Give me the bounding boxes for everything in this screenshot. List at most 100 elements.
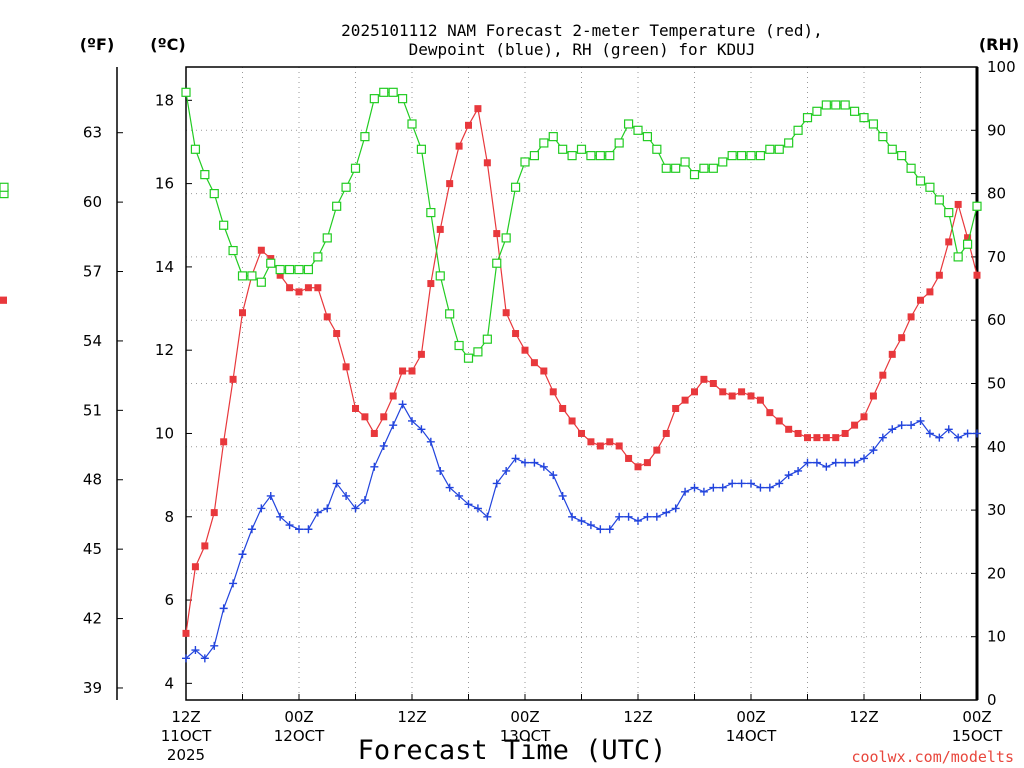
data-point [247,271,257,281]
data-point [708,163,718,173]
data-point [200,170,210,180]
data-point [247,525,256,534]
data-point [257,504,266,513]
data-point [784,138,794,148]
data-point [643,459,651,467]
data-point [549,471,558,480]
data-point [623,119,634,129]
data-point [267,255,275,263]
data-point [408,367,416,375]
data-point [388,87,398,97]
data-point [201,542,209,550]
data-point [0,182,9,192]
data-point [474,105,482,113]
celsius-tick-label: 10 [155,424,174,442]
rh-tick-label: 30 [987,501,1006,519]
data-point [916,416,925,425]
data-point [605,151,615,161]
data-point [379,87,389,97]
data-point [973,429,981,438]
data-point [832,434,840,442]
data-point [869,446,878,455]
data-point [314,284,322,292]
data-point [897,151,907,161]
data-point [294,264,304,275]
x-tick-label: 00Z [962,708,991,726]
data-point [671,504,680,513]
data-series [0,87,982,663]
data-point [239,309,246,317]
data-point [182,654,190,663]
data-point [238,550,247,559]
rh-tick-label: 0 [987,691,997,709]
data-point [917,296,924,304]
data-point [738,388,746,396]
data-point [558,491,567,500]
data-point [812,458,821,467]
data-point [860,454,868,463]
x-tick-label: 12OCT [274,727,325,745]
data-point [285,521,294,530]
data-point [548,132,558,142]
data-point [483,159,491,167]
fahrenheit-unit-label: (ºF) [80,35,115,54]
data-point [539,462,548,471]
data-point [455,491,464,500]
data-point [944,207,954,218]
data-point [821,100,831,110]
data-point [181,87,191,97]
chart-title-line1: 2025101112 NAM Forecast 2-meter Temperat… [341,21,823,40]
data-point [972,201,982,211]
data-point [840,100,850,110]
data-point [822,462,831,471]
data-point [652,512,661,521]
data-point [256,277,266,287]
data-point [426,207,436,218]
data-point [530,359,538,367]
chart-title-line2: Dewpoint (blue), RH (green) for KDUJ [409,40,756,59]
data-point [341,182,351,192]
x-tick-label: 00Z [510,708,539,726]
data-point [360,496,369,505]
data-point [953,252,963,262]
rh-tick-label: 70 [987,248,1006,266]
data-point [718,483,727,492]
data-point [689,170,700,180]
data-point [567,151,577,161]
data-point [878,433,887,442]
x-axis-label: Forecast Time (UTC) [358,735,667,766]
data-point [389,392,397,400]
data-point [746,151,756,161]
data-point [445,483,454,492]
credit-text[interactable]: coolwx.com/modelts [851,748,1014,766]
data-point [963,429,972,438]
data-point [408,416,416,425]
data-point [257,246,265,254]
data-point [190,144,201,154]
data-point [229,579,238,588]
fahrenheit-tick-label: 42 [83,610,102,628]
x-tick-label: 00Z [284,708,313,726]
data-point [229,375,237,383]
data-point [671,163,681,173]
data-point [794,466,803,475]
data-point [520,157,530,167]
data-point [210,509,218,517]
celsius-tick-label: 16 [155,175,174,193]
data-point [304,525,313,534]
data-point [926,288,934,296]
fahrenheit-tick-label: 54 [83,332,102,350]
data-point [295,288,303,296]
data-point [435,271,445,281]
data-point [765,144,775,154]
data-point [719,388,727,396]
data-point [681,396,689,404]
data-point [323,504,332,513]
data-point [342,363,350,371]
data-point [284,264,295,275]
data-point [907,313,915,321]
data-point [699,163,709,173]
data-point [529,151,540,161]
data-point [765,483,774,492]
data-point [709,380,717,387]
